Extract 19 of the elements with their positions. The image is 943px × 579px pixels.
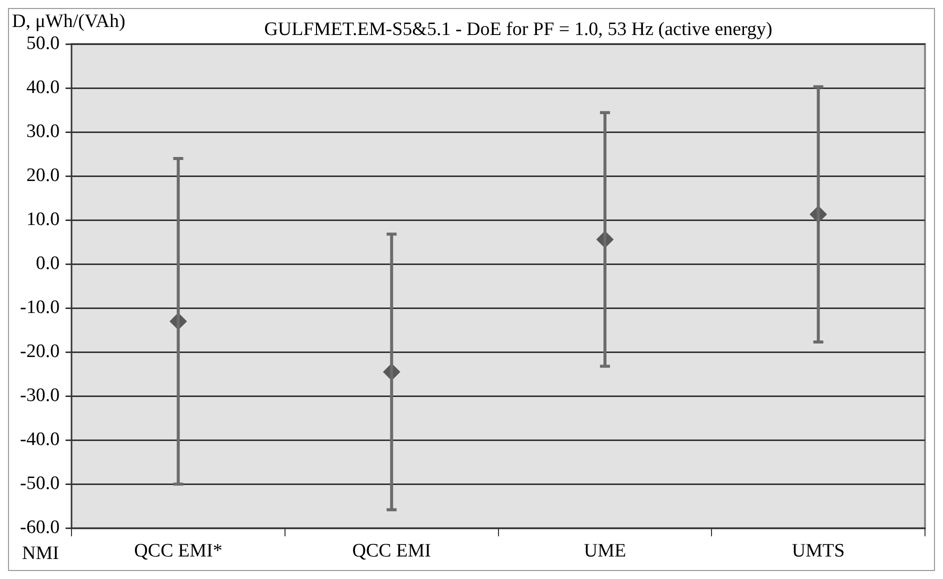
y-tick-label: 20.0	[26, 165, 60, 186]
y-tick-label: -30.0	[20, 385, 60, 406]
y-tick-label: 40.0	[26, 77, 60, 98]
x-tick-label: UME	[584, 540, 626, 562]
y-axis-title: D, μWh/(VAh)	[12, 10, 126, 32]
y-tick-label: 10.0	[26, 209, 60, 230]
y-tick-label: -10.0	[20, 297, 60, 318]
x-axis-title: NMI	[22, 543, 59, 564]
y-tick-label: -60.0	[20, 517, 60, 538]
y-tick-label: 30.0	[26, 121, 60, 142]
y-tick-label: 0.0	[36, 253, 60, 274]
chart-title: GULFMET.EM-S5&5.1 - DoE for PF = 1.0, 53 Hz (active energy)	[264, 18, 772, 40]
y-tick-label: -20.0	[20, 341, 60, 362]
x-tick-label: UMTS	[792, 540, 845, 562]
x-tick-label: QCC EMI	[352, 540, 431, 562]
y-tick-label: -50.0	[20, 473, 60, 494]
y-tick-label: 50.0	[26, 32, 60, 54]
x-tick-label: QCC EMI*	[134, 540, 222, 562]
y-tick-label: -40.0	[20, 429, 60, 450]
